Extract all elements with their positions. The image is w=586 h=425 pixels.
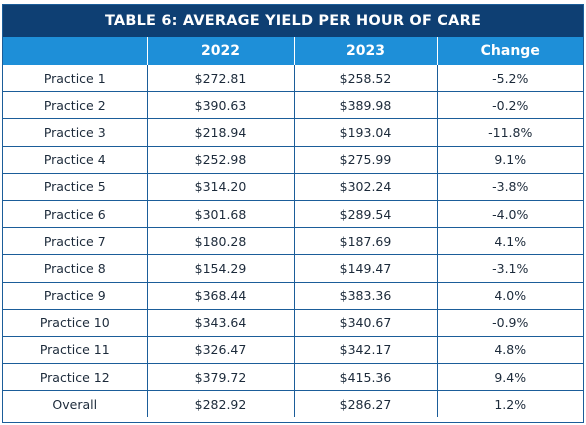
cell-value-2022: $301.68 <box>147 200 295 229</box>
header-cell-2023: 2023 <box>294 37 438 65</box>
cell-row-label: Practice 9 <box>3 282 148 310</box>
table-row: Practice 6 $301.68 $289.54 -4.0% <box>3 200 583 229</box>
cell-row-label: Practice 12 <box>3 363 148 392</box>
cell-value-2023: $340.67 <box>294 309 438 337</box>
cell-value-2023: $302.24 <box>294 173 438 201</box>
cell-value-2022: $314.20 <box>147 173 295 201</box>
cell-row-label: Practice 1 <box>3 65 148 93</box>
table-title: TABLE 6: AVERAGE YIELD PER HOUR OF CARE <box>3 5 583 37</box>
cell-value-2023: $342.17 <box>294 336 438 365</box>
cell-change: -3.1% <box>437 254 583 283</box>
cell-row-label: Practice 4 <box>3 146 148 174</box>
cell-value-2022: $272.81 <box>147 65 295 93</box>
table-row: Practice 9 $368.44 $383.36 4.0% <box>3 282 583 310</box>
cell-row-label: Practice 8 <box>3 254 148 283</box>
cell-value-2022: $368.44 <box>147 282 295 310</box>
cell-row-label: Practice 3 <box>3 118 148 147</box>
cell-change: -3.8% <box>437 173 583 201</box>
cell-change: -0.2% <box>437 91 583 120</box>
cell-row-label: Practice 2 <box>3 91 148 120</box>
table-row: Practice 5 $314.20 $302.24 -3.8% <box>3 173 583 201</box>
cell-value-2022: $379.72 <box>147 363 295 392</box>
cell-change: 4.8% <box>437 336 583 365</box>
cell-value-2023: $383.36 <box>294 282 438 310</box>
table-row: Overall $282.92 $286.27 1.2% <box>3 390 583 418</box>
cell-value-2022: $390.63 <box>147 91 295 120</box>
cell-value-2022: $218.94 <box>147 118 295 147</box>
cell-value-2023: $258.52 <box>294 65 438 93</box>
cell-change: -5.2% <box>437 65 583 93</box>
cell-value-2023: $415.36 <box>294 363 438 392</box>
table-row: Practice 8 $154.29 $149.47 -3.1% <box>3 254 583 283</box>
cell-value-2022: $252.98 <box>147 146 295 174</box>
cell-row-label: Practice 10 <box>3 309 148 337</box>
cell-row-label: Overall <box>3 390 148 418</box>
cell-value-2022: $282.92 <box>147 390 295 418</box>
cell-change: -11.8% <box>437 118 583 147</box>
cell-change: 1.2% <box>494 396 527 412</box>
table-row: Practice 1 $272.81 $258.52 -5.2% <box>3 65 583 93</box>
cell-value-2023: $149.47 <box>294 254 438 283</box>
cell-value-2023: $275.99 <box>294 146 438 174</box>
cell-value-2023: $193.04 <box>294 118 438 147</box>
cell-change: 9.4% <box>437 363 583 392</box>
header-cell-change: Change <box>437 37 583 65</box>
cell-change: 4.0% <box>437 282 583 310</box>
cell-value-2022: $326.47 <box>147 336 295 365</box>
header-row: 2022 2023 Change <box>3 37 583 65</box>
header-cell-2022: 2022 <box>147 37 295 65</box>
cell-value-2022: $343.64 <box>147 309 295 337</box>
cell-row-label: Practice 6 <box>3 200 148 229</box>
cell-change: -4.0% <box>437 200 583 229</box>
cell-value-2022: $154.29 <box>147 254 295 283</box>
cell-value-2023: $286.27 <box>294 390 438 418</box>
table-row: Practice 11 $326.47 $342.17 4.8% <box>3 336 583 365</box>
cell-change: 4.1% <box>437 227 583 256</box>
table-body: Practice 1 $272.81 $258.52 -5.2% Practice 2 $… <box>3 65 583 418</box>
table-header: 2022 2023 Change <box>3 37 583 65</box>
table-row: Practice 7 $180.28 $187.69 4.1% <box>3 227 583 256</box>
cell-change: 9.1% <box>437 146 583 174</box>
table-row: Practice 2 $390.63 $389.98 -0.2% <box>3 91 583 120</box>
table-row: Practice 4 $252.98 $275.99 9.1% <box>3 146 583 174</box>
yield-table-container: TABLE 6: AVERAGE YIELD PER HOUR OF CARE … <box>2 4 584 423</box>
table-row: Practice 10 $343.64 $340.67 -0.9% <box>3 309 583 337</box>
table-row: Practice 3 $218.94 $193.04 -11.8% <box>3 118 583 147</box>
cell-value-2023: $289.54 <box>294 200 438 229</box>
cell-change: -0.9% <box>437 309 583 337</box>
cell-row-label: Practice 11 <box>3 336 148 365</box>
table-row: Practice 12 $379.72 $415.36 9.4% <box>3 363 583 392</box>
cell-value-2023: $187.69 <box>294 227 438 256</box>
header-cell-label <box>3 37 148 65</box>
yield-table: 2022 2023 Change Practice 1 $272.81 $258.5… <box>3 37 583 418</box>
cell-value-2023: $389.98 <box>294 91 438 120</box>
cell-row-label: Practice 7 <box>3 227 148 256</box>
cell-row-label: Practice 5 <box>3 173 148 201</box>
cell-value-2022: $180.28 <box>147 227 295 256</box>
